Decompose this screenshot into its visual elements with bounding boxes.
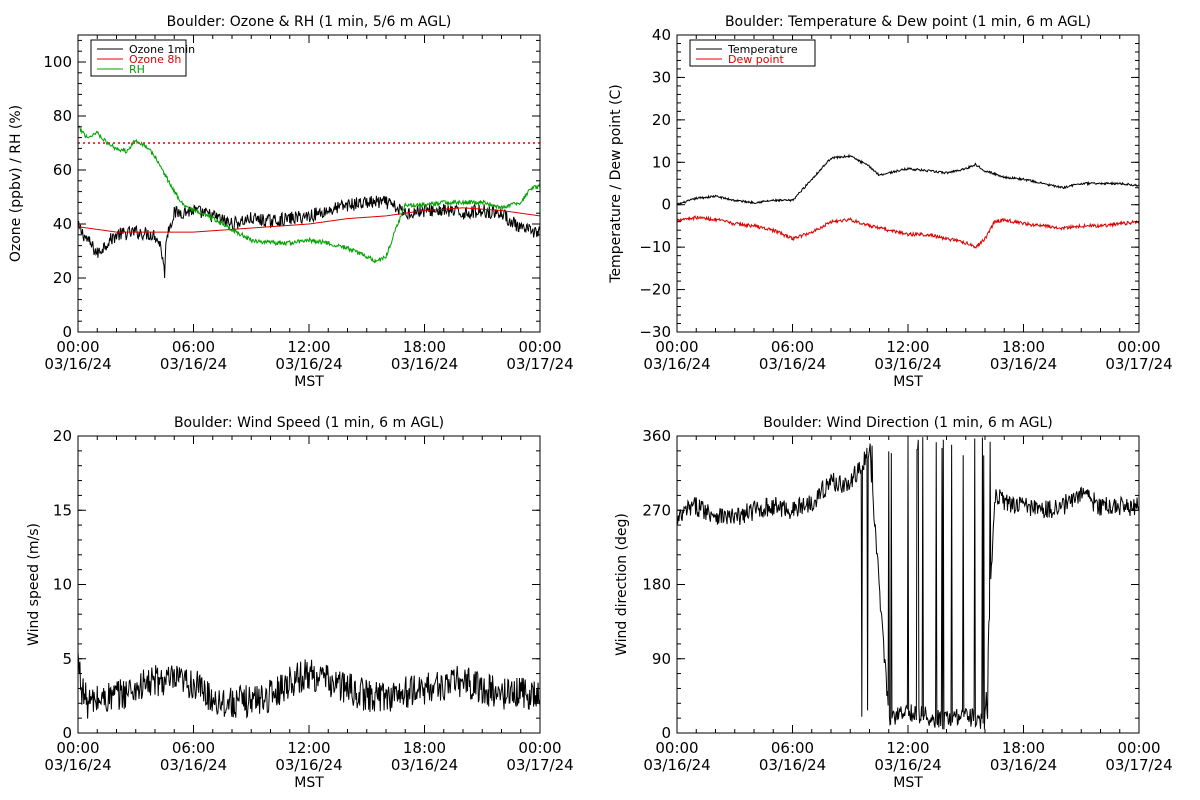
- chart-panel-2: Boulder: Temperature & Dew point (1 min,…: [608, 14, 1173, 390]
- y-tick-label: 60: [53, 161, 72, 179]
- x-tick-date: 03/16/24: [160, 355, 227, 373]
- y-tick-label: 40: [53, 215, 72, 233]
- x-tick-date: 03/17/24: [1105, 756, 1172, 774]
- x-tick-time: 00:00: [56, 338, 99, 356]
- x-tick-date: 03/16/24: [44, 355, 111, 373]
- legend-label: RH: [129, 63, 145, 76]
- y-tick-label: 30: [652, 68, 671, 86]
- x-tick-time: 00:00: [518, 739, 561, 757]
- x-tick-time: 12:00: [886, 739, 929, 757]
- legend-label: Ozone 1min: [129, 43, 195, 56]
- x-tick-time: 06:00: [172, 739, 215, 757]
- y-tick-label: 0: [661, 196, 671, 214]
- x-tick-date: 03/17/24: [506, 355, 573, 373]
- y-tick-label: 0: [62, 323, 72, 341]
- plot-frame: [77, 34, 541, 333]
- series-dew-point: [677, 215, 1139, 249]
- y-tick-label: 10: [53, 576, 72, 594]
- x-tick-date: 03/17/24: [1105, 355, 1172, 373]
- x-tick-time: 18:00: [1002, 739, 1045, 757]
- y-tick-label: 0: [62, 724, 72, 742]
- x-tick-date: 03/16/24: [160, 756, 227, 774]
- y-tick-label: 10: [652, 153, 671, 171]
- x-axis-label: MST: [294, 775, 324, 791]
- x-tick-date: 03/16/24: [643, 355, 710, 373]
- legend-box: [90, 39, 187, 77]
- x-axis-label: MST: [294, 374, 324, 390]
- x-axis-label: MST: [893, 374, 923, 390]
- chart-title: Boulder: Wind Direction (1 min, 6 m AGL): [763, 415, 1052, 431]
- x-tick-time: 12:00: [886, 338, 929, 356]
- y-tick-label: 40: [652, 26, 671, 44]
- x-tick-time: 12:00: [287, 338, 330, 356]
- y-tick-label: 15: [53, 501, 72, 519]
- legend-box: [689, 39, 816, 67]
- chart-panel-4: Boulder: Wind Direction (1 min, 6 m AGL)…: [614, 415, 1173, 791]
- x-tick-date: 03/16/24: [391, 756, 458, 774]
- y-tick-label: 20: [53, 427, 72, 445]
- y-tick-label: −20: [639, 281, 671, 299]
- legend-label: Ozone 8h: [129, 53, 181, 66]
- y-tick-label: −30: [639, 323, 671, 341]
- chart-title: Boulder: Temperature & Dew point (1 min,…: [725, 14, 1091, 30]
- x-tick-time: 18:00: [403, 739, 446, 757]
- series-line: [78, 652, 540, 719]
- x-tick-time: 00:00: [655, 338, 698, 356]
- x-tick-time: 06:00: [172, 338, 215, 356]
- y-tick-label: −10: [639, 238, 671, 256]
- y-axis-label: Ozone (ppbv) / RH (%): [8, 105, 24, 262]
- x-tick-time: 00:00: [1117, 739, 1160, 757]
- x-tick-time: 12:00: [287, 739, 330, 757]
- x-tick-date: 03/16/24: [759, 756, 826, 774]
- y-tick-label: 80: [53, 107, 72, 125]
- series-rh: [78, 125, 540, 264]
- y-tick-label: 360: [642, 427, 671, 445]
- y-tick-label: 20: [652, 111, 671, 129]
- x-tick-date: 03/16/24: [643, 756, 710, 774]
- x-tick-time: 00:00: [518, 338, 561, 356]
- y-axis-label: Wind direction (deg): [614, 513, 630, 656]
- x-tick-time: 18:00: [1002, 338, 1045, 356]
- y-tick-label: 5: [62, 650, 72, 668]
- chart-title: Boulder: Wind Speed (1 min, 6 m AGL): [174, 415, 444, 431]
- x-tick-date: 03/16/24: [874, 756, 941, 774]
- x-tick-time: 00:00: [655, 739, 698, 757]
- x-tick-date: 03/16/24: [275, 756, 342, 774]
- x-tick-time: 00:00: [56, 739, 99, 757]
- x-tick-date: 03/16/24: [275, 355, 342, 373]
- x-tick-time: 00:00: [1117, 338, 1160, 356]
- x-tick-time: 06:00: [771, 739, 814, 757]
- x-tick-time: 06:00: [771, 338, 814, 356]
- y-tick-label: 100: [43, 53, 72, 71]
- x-tick-date: 03/16/24: [990, 355, 1057, 373]
- x-tick-time: 18:00: [403, 338, 446, 356]
- x-tick-date: 03/16/24: [391, 355, 458, 373]
- chart-panel-1: Boulder: Ozone & RH (1 min, 5/6 m AGL) 0 2…: [8, 14, 574, 390]
- x-tick-date: 03/16/24: [759, 355, 826, 373]
- series-ozone-1min: [78, 195, 540, 279]
- x-tick-date: 03/17/24: [506, 756, 573, 774]
- x-tick-date: 03/16/24: [990, 756, 1057, 774]
- y-axis-label: Temperature / Dew point (C): [608, 84, 624, 283]
- chart-panel-3: Boulder: Wind Speed (1 min, 6 m AGL) 0 5 10…: [26, 415, 574, 791]
- x-tick-date: 03/16/24: [874, 355, 941, 373]
- plot-frame: [676, 34, 1140, 333]
- y-tick-label: 90: [652, 650, 671, 668]
- series-temperature: [677, 153, 1139, 206]
- y-tick-label: 0: [661, 724, 671, 742]
- x-tick-date: 03/16/24: [44, 756, 111, 774]
- y-tick-label: 20: [53, 269, 72, 287]
- x-axis-label: MST: [893, 775, 923, 791]
- legend-label: Temperature: [727, 43, 798, 56]
- y-axis-label: Wind speed (m/s): [26, 523, 42, 646]
- y-tick-label: 180: [642, 576, 671, 594]
- chart-title: Boulder: Ozone & RH (1 min, 5/6 m AGL): [167, 14, 452, 30]
- legend-label: Dew point: [728, 53, 784, 66]
- y-tick-label: 270: [642, 501, 671, 519]
- series-line: [677, 437, 1139, 730]
- series-ozone-8h: [78, 207, 540, 233]
